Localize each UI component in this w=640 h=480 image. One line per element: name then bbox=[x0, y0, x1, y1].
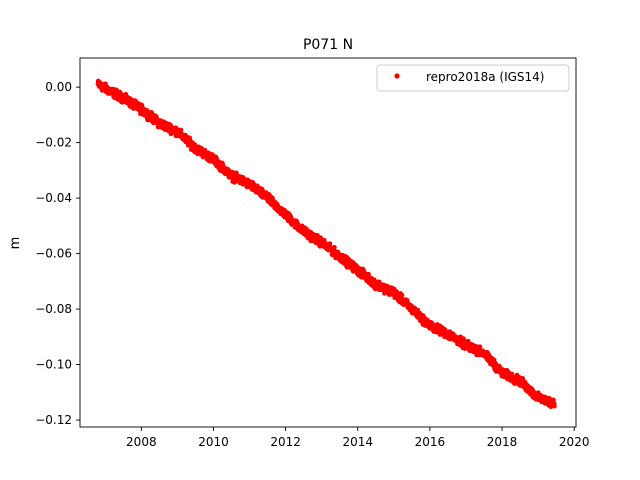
y-axis-title: m bbox=[8, 237, 23, 250]
legend: repro2018a (IGS14) bbox=[376, 64, 570, 92]
data-point bbox=[331, 244, 337, 250]
legend-marker bbox=[394, 73, 400, 79]
x-tick-label: 2018 bbox=[487, 435, 518, 449]
legend-label: repro2018a (IGS14) bbox=[426, 70, 544, 84]
x-tick-label: 2014 bbox=[342, 435, 373, 449]
y-tick-label: −0.06 bbox=[35, 247, 72, 261]
plot-area bbox=[95, 78, 557, 410]
data-point bbox=[551, 403, 557, 409]
y-tick-label: −0.02 bbox=[35, 136, 72, 150]
chart-title: P071 N bbox=[303, 37, 353, 53]
data-point bbox=[366, 271, 371, 277]
y-tick-label: −0.04 bbox=[35, 191, 72, 205]
data-point bbox=[327, 241, 333, 247]
x-tick-label: 2008 bbox=[126, 435, 157, 449]
axes: 2008 2010 2012 2014 2016 2018 2020 0.00 −0.02 −0.… bbox=[35, 57, 590, 449]
x-tick-label: 2016 bbox=[415, 435, 446, 449]
x-tick-label: 2010 bbox=[198, 435, 229, 449]
y-tick-label: −0.10 bbox=[35, 358, 72, 372]
y-tick-label: −0.08 bbox=[35, 302, 72, 316]
y-tick-label: −0.12 bbox=[35, 413, 72, 427]
x-tick-label: 2012 bbox=[270, 435, 301, 449]
x-tick-label: 2020 bbox=[559, 435, 590, 449]
data-point bbox=[399, 292, 405, 298]
y-tick-label: 0.00 bbox=[45, 80, 72, 94]
axes-frame bbox=[79, 57, 577, 428]
data-point bbox=[178, 127, 184, 133]
legend-box bbox=[376, 64, 570, 92]
